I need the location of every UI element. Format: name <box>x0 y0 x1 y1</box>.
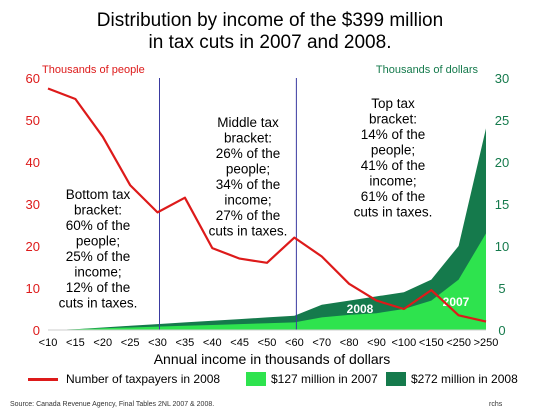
annotation-top-bracket-line: Top tax <box>371 96 415 111</box>
chart-title-line-1: Distribution by income of the $399 milli… <box>96 10 444 31</box>
x-tick-label: <25 <box>121 337 140 349</box>
x-tick-label: <20 <box>93 337 112 349</box>
right-tick-label: 25 <box>495 113 509 128</box>
legend-item-2008: $272 million in 2008 <box>386 372 518 386</box>
left-axis-title: Thousands of people <box>42 64 145 76</box>
left-tick-label: 0 <box>33 323 40 338</box>
source-note: Source: Canada Revenue Agency, Final Tab… <box>10 401 215 408</box>
annotation-bottom-bracket-line: 60% of the <box>66 218 131 233</box>
right-axis-title: Thousands of dollars <box>376 64 479 76</box>
chart-area: Thousands of people Thousands of dollars 0… <box>26 64 510 367</box>
annotation-middle-bracket-line: bracket: <box>224 131 272 146</box>
annotation-middle-bracket-line: Middle tax <box>217 115 279 130</box>
annotation-bottom-bracket-line: Bottom tax <box>66 187 131 202</box>
legend-item-line: Number of taxpayers in 2008 <box>28 372 220 386</box>
area-label-2008: 2008 <box>347 302 374 316</box>
annotation-bottom-bracket-line: bracket: <box>74 203 122 218</box>
annotation-top-bracket-line: 61% of the <box>361 189 426 204</box>
annotation-middle-bracket-line: people; <box>226 162 270 177</box>
legend-2008-swatch <box>386 372 406 386</box>
right-tick-label: 0 <box>498 323 505 338</box>
right-tick-label: 30 <box>495 71 509 86</box>
line-series-taxpayers <box>47 87 487 323</box>
legend: Number of taxpayers in 2008 $127 million… <box>0 372 540 390</box>
chart-title: Distribution by income of the $399 milli… <box>0 10 540 54</box>
annotation-top-bracket-line: 41% of the <box>361 158 426 173</box>
legend-2007-swatch <box>246 372 266 386</box>
annotation-middle-bracket-line: 34% of the <box>216 177 281 192</box>
x-tick-label: <40 <box>203 337 222 349</box>
annotation-bottom-bracket-line: 25% of the <box>66 249 131 264</box>
annotation-top-bracket-line: 14% of the <box>361 127 426 142</box>
annotation-bottom-bracket-line: cuts in taxes. <box>59 296 138 311</box>
x-tick-label: <150 <box>419 337 444 349</box>
x-tick-label: <100 <box>391 337 416 349</box>
legend-line-label: Number of taxpayers in 2008 <box>66 372 221 386</box>
credit-note: rchs <box>489 401 503 408</box>
x-tick-label: <30 <box>148 337 167 349</box>
x-tick-label: <45 <box>230 337 249 349</box>
left-tick-label: 60 <box>26 71 40 86</box>
annotation-middle-bracket-line: 26% of the <box>216 146 281 161</box>
annotation-bottom-bracket-line: people; <box>76 234 120 249</box>
annotation-middle-bracket-line: cuts in taxes. <box>209 224 288 239</box>
annotation-top-bracket-line: people; <box>371 143 415 158</box>
x-tick-label: <10 <box>39 337 58 349</box>
left-tick-label: 10 <box>26 281 40 296</box>
left-tick-label: 40 <box>26 155 40 170</box>
area-label-2007: 2007 <box>443 295 470 309</box>
legend-2008-label: $272 million in 2008 <box>411 372 518 386</box>
annotation-bottom-bracket-line: income; <box>74 265 121 280</box>
annotation-top-bracket-line: cuts in taxes. <box>354 205 433 220</box>
x-tick-label: <60 <box>285 337 304 349</box>
x-tick-label: <70 <box>312 337 331 349</box>
right-tick-label: 20 <box>495 155 509 170</box>
annotation-top-bracket-line: bracket: <box>369 112 417 127</box>
legend-item-2007: $127 million in 2007 <box>246 372 378 386</box>
x-tick-label: >250 <box>474 337 499 349</box>
x-tick-label: <80 <box>340 337 359 349</box>
x-axis-title: Annual income in thousands of dollars <box>154 351 391 367</box>
legend-line-swatch <box>28 377 58 381</box>
right-tick-label: 10 <box>495 239 509 254</box>
x-tick-label: <50 <box>258 337 277 349</box>
annotation-top-bracket-line: income; <box>369 174 416 189</box>
legend-2007-label: $127 million in 2007 <box>271 372 378 386</box>
right-tick-label: 15 <box>495 197 509 212</box>
left-tick-label: 50 <box>26 113 40 128</box>
x-tick-label: <15 <box>66 337 85 349</box>
x-tick-label: <35 <box>176 337 195 349</box>
annotation-middle-bracket-line: 27% of the <box>216 208 281 223</box>
annotation-middle-bracket-line: income; <box>224 193 271 208</box>
left-tick-label: 30 <box>26 197 40 212</box>
area-series-2007 <box>48 233 486 330</box>
chart-title-line-2: in tax cuts in 2007 and 2008. <box>148 32 392 53</box>
x-tick-label: <90 <box>367 337 386 349</box>
x-tick-label: <250 <box>446 337 471 349</box>
annotation-bottom-bracket-line: 12% of the <box>66 280 131 295</box>
right-tick-label: 5 <box>498 281 505 296</box>
left-tick-label: 20 <box>26 239 40 254</box>
